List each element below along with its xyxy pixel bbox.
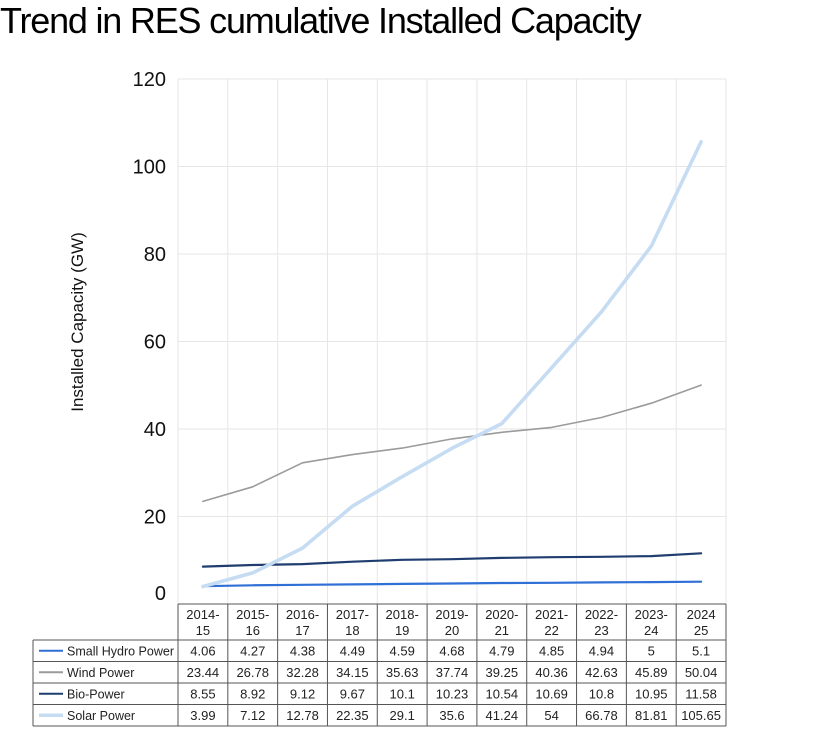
data-label: 66.78 xyxy=(585,708,618,723)
data-label: 10.23 xyxy=(436,686,469,701)
x-tick-label: 18 xyxy=(345,623,359,638)
data-label: 5.1 xyxy=(692,643,710,658)
data-label: 4.27 xyxy=(240,643,265,658)
data-label: 45.89 xyxy=(635,665,668,680)
y-tick-label: 120 xyxy=(133,69,166,91)
data-label: 10.69 xyxy=(535,686,568,701)
data-label: 12.78 xyxy=(286,708,319,723)
y-tick-label: 100 xyxy=(133,157,166,179)
data-label: 29.1 xyxy=(390,708,415,723)
x-tick-label: 25 xyxy=(694,623,708,638)
x-tick-label: 2018- xyxy=(386,607,419,622)
y-tick-label: 60 xyxy=(144,332,166,354)
y-tick-label: 20 xyxy=(144,507,166,529)
data-label: 35.63 xyxy=(386,665,419,680)
data-label: 35.6 xyxy=(439,708,464,723)
x-tick-label: 2020- xyxy=(485,607,518,622)
data-label: 105.65 xyxy=(681,708,721,723)
data-label: 7.12 xyxy=(240,708,265,723)
data-table: 2014-15 2015-16 2016-17 2017-18 2018-19 2019-… xyxy=(32,603,727,727)
x-tick-label: 2016- xyxy=(286,607,319,622)
data-label: 9.12 xyxy=(290,686,315,701)
series-line-solar-power xyxy=(201,140,703,589)
data-label: 32.28 xyxy=(286,665,319,680)
data-label: 8.55 xyxy=(190,686,215,701)
data-label: 10.95 xyxy=(635,686,668,701)
x-tick-label: 2022- xyxy=(585,607,618,622)
data-label: 4.38 xyxy=(290,643,315,658)
x-tick-label: 20 xyxy=(445,623,459,638)
data-label: 11.58 xyxy=(685,686,717,701)
series-line-bio-power xyxy=(201,552,703,568)
series-line-small-hydro-power xyxy=(201,580,703,588)
data-label: 54 xyxy=(544,708,558,723)
y-axis-label: Installed Capacity (GW) xyxy=(68,232,87,412)
chart-title: Trend in RES cumulative Installed Capaci… xyxy=(0,0,642,41)
data-label: 10.1 xyxy=(390,686,415,701)
data-label: 4.59 xyxy=(390,643,415,658)
legend-entry: Small Hydro Power xyxy=(67,644,174,658)
data-label: 9.67 xyxy=(340,686,365,701)
y-tick-label: 0 xyxy=(155,583,166,605)
data-label: 23.44 xyxy=(187,665,220,680)
data-label: 81.81 xyxy=(635,708,668,723)
data-label: 4.49 xyxy=(340,643,365,658)
data-label: 4.79 xyxy=(489,643,514,658)
data-label: 4.94 xyxy=(589,643,614,658)
data-label: 34.15 xyxy=(336,665,369,680)
data-label: 50.04 xyxy=(685,665,718,680)
legend-entry: Wind Power xyxy=(67,666,134,680)
x-tick-label: 2014- xyxy=(186,607,219,622)
x-tick-label: 2017- xyxy=(336,607,369,622)
data-label: 4.85 xyxy=(539,643,564,658)
series-line-wind-power xyxy=(202,384,702,503)
x-tick-label: 2021- xyxy=(535,607,568,622)
data-label: 8.92 xyxy=(240,686,265,701)
x-tick-label: 2019- xyxy=(435,607,468,622)
x-tick-label: 22 xyxy=(544,623,558,638)
data-label: 5 xyxy=(648,643,655,658)
data-label: 4.68 xyxy=(439,643,464,658)
legend-entry: Solar Power xyxy=(67,709,135,723)
data-label: 39.25 xyxy=(486,665,519,680)
x-tick-label: 2015- xyxy=(236,607,269,622)
y-tick-label: 80 xyxy=(144,244,166,266)
x-tick-label: 16 xyxy=(245,623,259,638)
x-tick-label: 2023- xyxy=(635,607,668,622)
data-label: 26.78 xyxy=(236,665,269,680)
series-lines xyxy=(201,140,703,589)
data-label: 4.06 xyxy=(190,643,215,658)
x-tick-label: 2024 xyxy=(687,607,716,622)
x-tick-label: 15 xyxy=(196,623,210,638)
data-label: 10.8 xyxy=(589,686,614,701)
x-tick-label: 21 xyxy=(495,623,509,638)
data-label: 22.35 xyxy=(336,708,369,723)
gridlines xyxy=(177,78,727,605)
x-tick-label: 24 xyxy=(644,623,658,638)
data-label: 3.99 xyxy=(190,708,215,723)
x-tick-label: 19 xyxy=(395,623,409,638)
data-label: 42.63 xyxy=(585,665,618,680)
y-tick-labels: 0 20 40 60 80 100 120 xyxy=(133,69,166,605)
data-label: 37.74 xyxy=(436,665,469,680)
data-label: 10.54 xyxy=(486,686,519,701)
legend-entry: Bio-Power xyxy=(67,687,125,701)
data-label: 41.24 xyxy=(486,708,519,723)
y-tick-label: 40 xyxy=(144,419,166,441)
x-tick-label: 17 xyxy=(295,623,309,638)
x-tick-label: 23 xyxy=(594,623,608,638)
data-label: 40.36 xyxy=(535,665,568,680)
